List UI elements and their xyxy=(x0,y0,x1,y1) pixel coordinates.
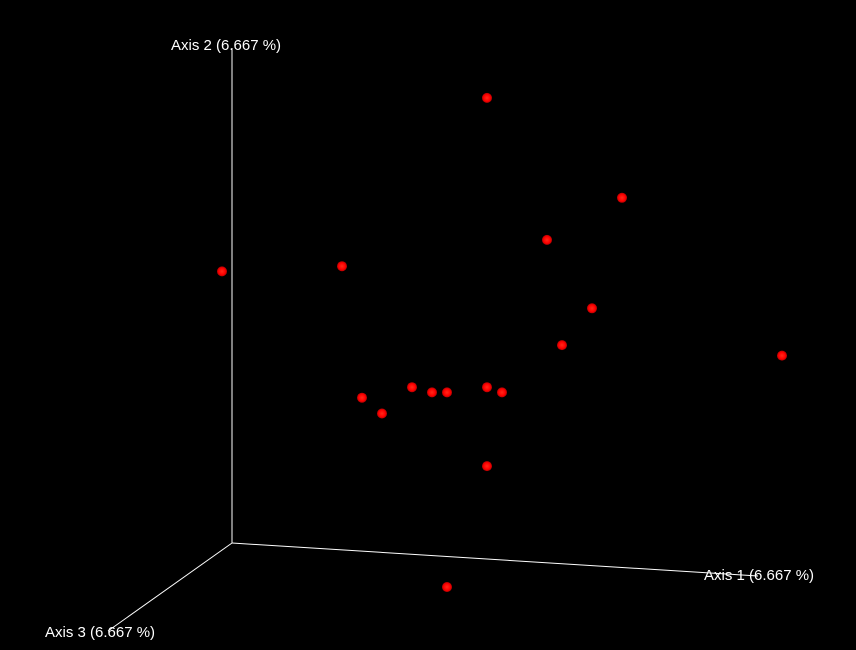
data-points xyxy=(217,92,787,592)
data-point-8 xyxy=(777,350,787,361)
data-point-10 xyxy=(427,387,437,398)
axis-1-label: Axis 1 (6.667 %) xyxy=(704,567,814,584)
data-point-14 xyxy=(357,392,367,403)
data-point-4 xyxy=(217,266,227,277)
data-point-5 xyxy=(337,261,347,272)
data-point-6 xyxy=(557,340,567,351)
data-point-12 xyxy=(482,382,492,393)
data-point-16 xyxy=(482,461,492,472)
data-point-17 xyxy=(442,582,452,592)
axis-3-label: Axis 3 (6.667 %) xyxy=(45,624,155,641)
axis-3-line xyxy=(107,542,233,632)
data-point-3 xyxy=(617,192,627,203)
axis-2-label: Axis 2 (6.667 %) xyxy=(171,37,281,54)
data-point-11 xyxy=(442,387,452,398)
data-point-2 xyxy=(542,234,552,245)
data-point-9 xyxy=(407,382,417,393)
data-point-1 xyxy=(482,92,492,103)
data-point-13 xyxy=(497,387,507,398)
axis-1-line xyxy=(231,542,759,577)
data-point-15 xyxy=(377,408,387,419)
data-point-7 xyxy=(587,303,597,314)
